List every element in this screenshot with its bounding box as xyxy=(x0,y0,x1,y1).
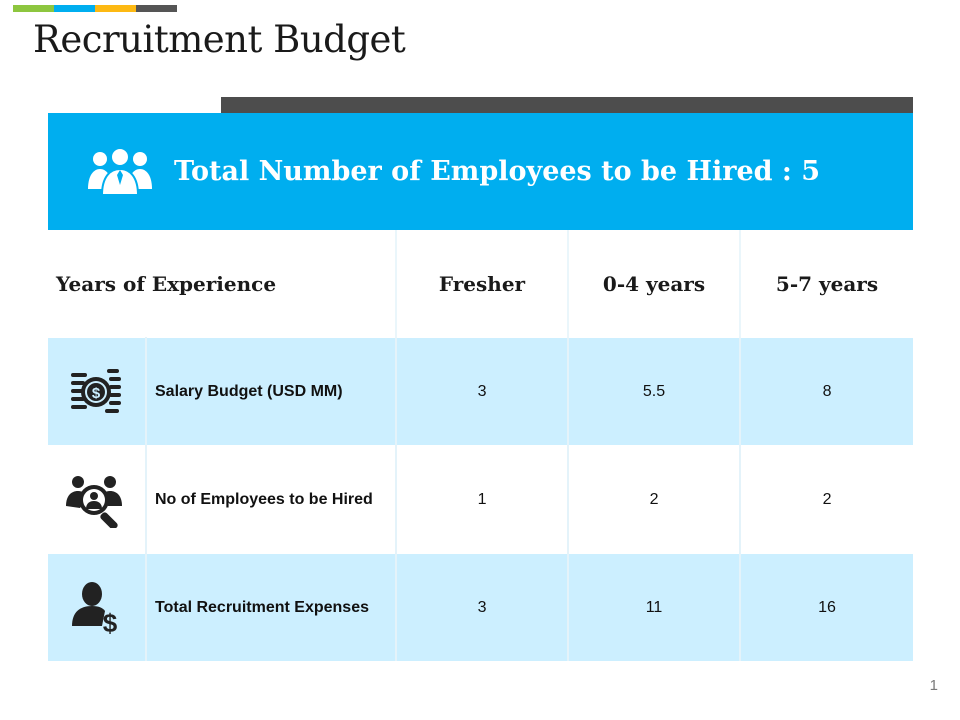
accent-blue xyxy=(54,5,95,12)
value-cell: 3 xyxy=(396,553,570,661)
row-icon-cell: $ xyxy=(48,337,147,446)
recruitment-expense-icon: $ xyxy=(71,581,117,636)
row-icon-cell: $ xyxy=(48,553,147,661)
row-icon-cell xyxy=(48,445,147,554)
banner-top-bar xyxy=(221,97,913,113)
money-stack-icon: $ xyxy=(70,368,121,413)
header-years-of-experience: Years of Experience xyxy=(48,230,398,338)
value-cell: 3 xyxy=(396,337,570,446)
accent-strip xyxy=(13,5,177,12)
value-cell: 5.5 xyxy=(568,337,742,446)
value-cell: 2 xyxy=(568,445,742,554)
total-hires-banner: Total Number of Employees to be Hired : … xyxy=(48,113,913,230)
table-header-row: Years of Experience Fresher 0-4 years 5-… xyxy=(48,230,914,338)
row-label: Salary Budget (USD MM) xyxy=(146,337,398,446)
value-cell: 11 xyxy=(568,553,742,661)
svg-text:$: $ xyxy=(102,608,117,636)
table-row: $ Total Recruitment Expenses 3 11 16 xyxy=(48,553,914,661)
page-number: 1 xyxy=(929,677,938,694)
svg-text:$: $ xyxy=(91,385,100,402)
team-icon xyxy=(88,146,152,196)
header-fresher: Fresher xyxy=(396,230,570,338)
value-cell: 16 xyxy=(740,553,914,661)
table-row: No of Employees to be Hired 1 2 2 xyxy=(48,445,914,554)
header-0-4-years: 0-4 years xyxy=(568,230,742,338)
table-row: $ Salary Budget (USD MM) 3 5.5 8 xyxy=(48,337,914,446)
value-cell: 8 xyxy=(740,337,914,446)
banner-title: Total Number of Employees to be Hired : … xyxy=(174,156,821,187)
value-cell: 1 xyxy=(396,445,570,554)
budget-table: Years of Experience Fresher 0-4 years 5-… xyxy=(48,230,914,661)
page-title: Recruitment Budget xyxy=(33,18,406,61)
row-label: No of Employees to be Hired xyxy=(146,445,398,554)
accent-green xyxy=(13,5,54,12)
candidate-search-icon xyxy=(65,475,122,528)
accent-yellow xyxy=(95,5,136,12)
row-label: Total Recruitment Expenses xyxy=(146,553,398,661)
accent-gray xyxy=(136,5,177,12)
header-5-7-years: 5-7 years xyxy=(740,230,914,338)
value-cell: 2 xyxy=(740,445,914,554)
